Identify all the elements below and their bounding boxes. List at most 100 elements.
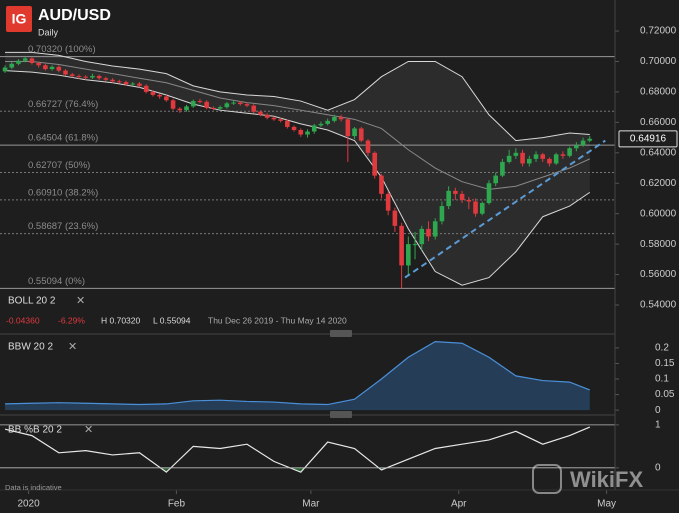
- candle-body: [150, 91, 156, 95]
- y-tick-label: 0.54000: [640, 300, 677, 311]
- line: [5, 341, 591, 406]
- candle-body: [137, 83, 142, 86]
- candle-body: [2, 67, 8, 72]
- candle-body: [352, 128, 357, 137]
- y-tick-label: 0.62000: [640, 178, 677, 189]
- candle-body: [36, 63, 41, 66]
- candle-body: [567, 148, 572, 156]
- candle-body: [479, 203, 485, 214]
- candle-body: [493, 175, 498, 184]
- y-tick-label: 0.64000: [640, 147, 677, 158]
- candle-body: [90, 75, 95, 78]
- y-tick-label: 0.66000: [640, 117, 677, 128]
- band-fill: [5, 52, 590, 286]
- resize-handle[interactable]: [330, 411, 352, 418]
- chart-subtitle: Daily: [38, 27, 59, 37]
- line: [4, 426, 591, 473]
- candle-body: [513, 152, 519, 156]
- candle-body: [500, 161, 505, 176]
- candle-body: [211, 107, 216, 109]
- watermark-icon: [532, 464, 562, 494]
- candle-body: [311, 125, 317, 132]
- candle-body: [540, 154, 546, 159]
- candle-body: [123, 82, 129, 85]
- candle-body: [453, 190, 458, 194]
- candle-body: [170, 100, 176, 109]
- candle-body: [553, 154, 559, 164]
- fib-label: 0.60910 (38.2%): [28, 187, 98, 198]
- change-pct: -6.29%: [58, 315, 85, 325]
- logo: [6, 6, 32, 32]
- candle-body: [332, 117, 337, 121]
- candle-body: [446, 190, 451, 207]
- logo-text: IG: [12, 11, 27, 27]
- candle-body: [305, 131, 310, 135]
- candle-body: [110, 79, 115, 82]
- candle-body: [217, 107, 223, 109]
- candle-body: [527, 158, 532, 164]
- band-middle: [5, 60, 591, 190]
- area: [5, 467, 590, 473]
- candle-body: [29, 58, 35, 64]
- last-price-label: 0.64916: [630, 134, 667, 145]
- resize-handle[interactable]: [330, 330, 352, 337]
- candle-body: [103, 78, 109, 80]
- y-tick-label: 0.05: [655, 389, 675, 400]
- fib-label: 0.70320 (100%): [28, 44, 96, 55]
- candle-body: [43, 65, 48, 70]
- candle-body: [56, 66, 62, 71]
- candle-body: [69, 74, 75, 76]
- close-icon[interactable]: ✕: [84, 424, 93, 436]
- x-tick-label: Feb: [168, 499, 186, 510]
- candle-body: [318, 123, 324, 126]
- candle-body: [560, 154, 566, 156]
- chart-title: AUD/USD: [38, 7, 111, 24]
- candle-body: [358, 128, 364, 141]
- candle-body: [117, 81, 122, 83]
- candle-body: [164, 96, 169, 101]
- candle-body: [298, 129, 304, 135]
- close-icon[interactable]: ✕: [68, 341, 77, 353]
- plot-layer: 2020 Feb Mar Apr May 0.70320 (100%) 0.66727 (7…: [0, 26, 678, 510]
- band-lower: [5, 70, 591, 286]
- candle-body: [547, 158, 552, 164]
- y-tick-label: 0.58000: [640, 239, 677, 250]
- candle-body: [9, 63, 15, 68]
- area: [5, 341, 590, 411]
- candle-body: [392, 210, 398, 226]
- candle-body: [264, 114, 270, 118]
- y-tick-label: 0.2: [655, 343, 669, 354]
- candle-body: [379, 175, 384, 194]
- footer-note: Data is indicative: [5, 483, 62, 492]
- indicator-name: BB %B 20 2: [8, 425, 62, 436]
- trendline: [404, 139, 606, 279]
- fib-label: 0.64504 (61.8%): [28, 133, 98, 144]
- candle-body: [16, 60, 21, 64]
- candle-body: [197, 101, 203, 103]
- candle-body: [237, 102, 243, 105]
- candle-body: [338, 117, 344, 120]
- indicator-name: BOLL 20 2: [8, 296, 56, 307]
- candle-body: [473, 201, 478, 214]
- band-upper: [5, 51, 590, 142]
- candle-body: [291, 126, 297, 130]
- candle-body: [587, 138, 593, 141]
- candle-body: [372, 152, 378, 176]
- fib-label: 0.66727 (76.4%): [28, 99, 98, 110]
- candle-body: [486, 183, 492, 204]
- candle-body: [412, 244, 418, 246]
- y-tick-label: 0.15: [655, 358, 675, 369]
- watermark-text: WikiFX: [570, 467, 643, 492]
- candle-body: [251, 105, 257, 112]
- candle-body: [143, 85, 149, 92]
- candle-body: [96, 75, 102, 79]
- close-icon[interactable]: ✕: [76, 295, 85, 307]
- candle-body: [63, 70, 68, 75]
- candle-body: [432, 221, 438, 237]
- candle-body: [580, 140, 586, 146]
- low: L 0.55094: [153, 315, 191, 325]
- y-tick-label: 0: [655, 405, 661, 416]
- candle-body: [466, 199, 472, 202]
- candle-body: [459, 193, 465, 200]
